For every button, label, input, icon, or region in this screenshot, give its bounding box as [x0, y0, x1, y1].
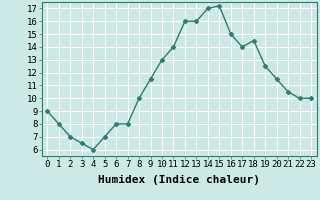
X-axis label: Humidex (Indice chaleur): Humidex (Indice chaleur): [98, 175, 260, 185]
